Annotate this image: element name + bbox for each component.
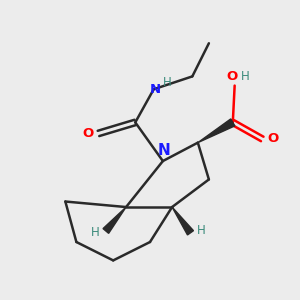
Text: N: N bbox=[157, 143, 170, 158]
Text: H: H bbox=[91, 226, 100, 239]
Text: N: N bbox=[150, 83, 161, 96]
Text: O: O bbox=[82, 127, 94, 140]
Polygon shape bbox=[103, 207, 126, 233]
Polygon shape bbox=[198, 119, 235, 142]
Text: H: H bbox=[163, 76, 172, 89]
Text: H: H bbox=[196, 224, 205, 238]
Text: H: H bbox=[241, 70, 250, 83]
Text: O: O bbox=[267, 133, 278, 146]
Text: O: O bbox=[226, 70, 238, 83]
Polygon shape bbox=[172, 207, 194, 235]
